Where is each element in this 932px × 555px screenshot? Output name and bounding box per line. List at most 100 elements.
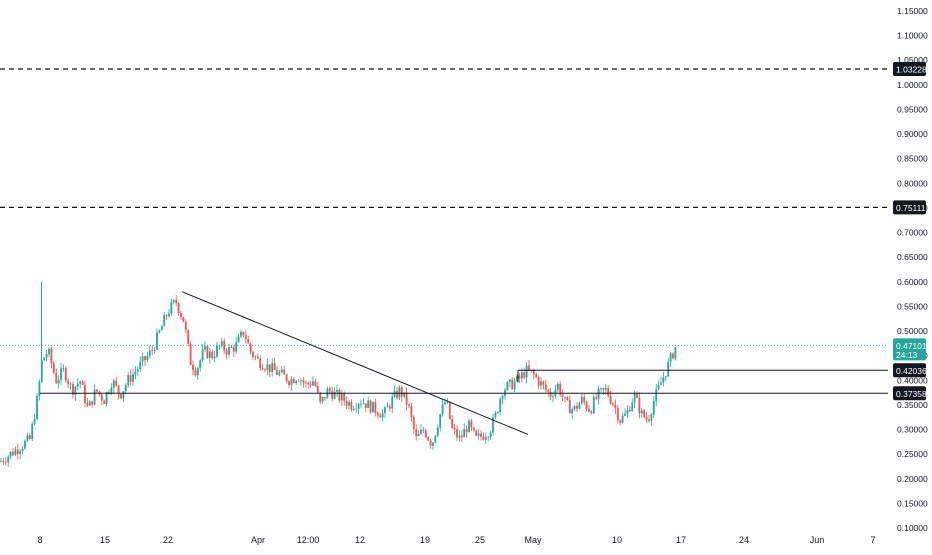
candle-body <box>542 381 545 385</box>
candle-body <box>271 363 274 372</box>
time-axis: 8 15 22 Apr 12:00 12 19 25 May 10 17 24 Jun 7 <box>37 535 875 545</box>
level-label-bg <box>893 363 926 378</box>
x-tick-label: 7 <box>870 535 875 545</box>
candle-body <box>669 353 672 362</box>
candle-body <box>667 361 670 377</box>
candle <box>105 391 108 407</box>
candle <box>38 379 41 401</box>
candle <box>345 396 348 410</box>
candle <box>360 399 362 408</box>
y-tick-label: 0.95000 <box>897 104 928 114</box>
candle <box>24 439 26 450</box>
candle-body <box>84 385 86 404</box>
candle-body <box>43 357 46 361</box>
candle <box>261 364 264 371</box>
candle <box>451 415 454 430</box>
candle <box>172 299 175 305</box>
candle-body <box>424 430 427 438</box>
candle-body <box>657 384 660 390</box>
candle <box>12 447 14 457</box>
candle <box>319 391 322 405</box>
candle-body <box>559 383 562 395</box>
candle-body <box>9 451 12 457</box>
candle <box>309 380 312 388</box>
candle-body <box>484 437 487 440</box>
candle-body <box>72 383 74 395</box>
candle-body <box>62 368 65 369</box>
candle <box>151 345 154 356</box>
candle <box>146 351 149 363</box>
candle-body <box>398 387 401 398</box>
candle-body <box>506 382 509 391</box>
candle <box>516 374 518 383</box>
candle <box>9 451 12 460</box>
candle <box>266 358 269 376</box>
candle <box>175 294 178 307</box>
candle <box>201 343 204 363</box>
candle-body <box>525 365 528 378</box>
candle-body <box>21 448 24 452</box>
candle <box>583 392 586 406</box>
candle <box>367 396 370 409</box>
candle <box>141 352 144 367</box>
candle <box>0 457 2 463</box>
candle-body <box>645 417 648 420</box>
candle-body <box>304 382 307 384</box>
candle <box>631 398 634 412</box>
candle <box>36 393 38 421</box>
candle-body <box>463 429 466 438</box>
candle <box>76 378 79 391</box>
y-tick-label: 1.00000 <box>897 80 928 90</box>
candle <box>384 405 386 419</box>
candle <box>460 430 463 442</box>
candle-body <box>148 350 151 356</box>
candle <box>566 396 569 401</box>
candle-body <box>300 380 302 381</box>
candle-body <box>590 411 593 414</box>
candle <box>667 357 670 378</box>
candle-body <box>487 437 490 438</box>
candle <box>499 397 502 416</box>
candle <box>112 378 115 394</box>
candle-body <box>48 348 50 355</box>
candle <box>336 385 338 398</box>
candle <box>64 366 67 383</box>
candle-body <box>79 381 82 384</box>
candle <box>355 402 358 413</box>
candle-body <box>547 389 550 393</box>
candle-body <box>388 406 391 409</box>
candle <box>480 430 482 441</box>
candle-body <box>206 345 209 358</box>
candle-body <box>429 440 432 446</box>
candle <box>69 382 72 390</box>
candle-body <box>220 341 223 346</box>
x-tick-label: 17 <box>676 535 686 545</box>
candle <box>57 375 60 389</box>
candle <box>568 395 571 414</box>
candle <box>340 389 343 406</box>
candle <box>621 412 624 424</box>
candle-body <box>261 368 264 370</box>
candle-body <box>412 417 415 430</box>
candle-body <box>348 401 350 406</box>
candle <box>376 411 379 419</box>
candle-body <box>664 376 667 378</box>
candle-body <box>460 435 463 438</box>
candle <box>417 430 420 437</box>
candle-body <box>319 392 322 402</box>
y-tick-label: 0.65000 <box>897 252 928 262</box>
candle <box>213 351 216 362</box>
level-label: 0.75111 <box>896 203 926 213</box>
candle <box>43 357 46 361</box>
candle <box>525 361 528 384</box>
candle-body <box>122 391 125 399</box>
candle <box>616 405 619 424</box>
candle-body <box>225 350 228 355</box>
candle-body <box>211 351 214 359</box>
candle <box>674 347 677 361</box>
candle-body <box>26 435 29 441</box>
candle <box>487 435 490 442</box>
candle <box>132 368 134 386</box>
candle-body <box>619 420 622 423</box>
